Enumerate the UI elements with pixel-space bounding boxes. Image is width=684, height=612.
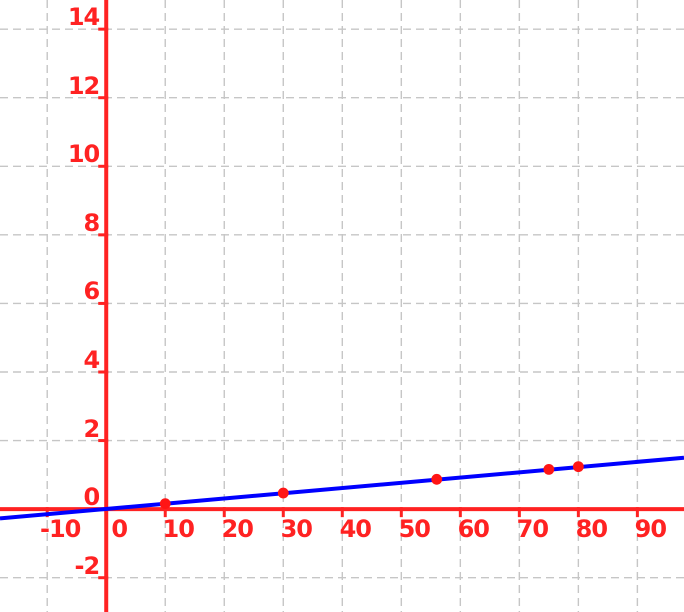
y-tick-label: 14 bbox=[67, 3, 100, 32]
x-tick-label: 60 bbox=[457, 515, 490, 544]
x-tick-label: 80 bbox=[575, 515, 608, 544]
x-tick-label: 70 bbox=[516, 515, 549, 544]
x-tick-label: -10 bbox=[40, 515, 81, 544]
trend-line bbox=[0, 455, 684, 521]
y-tick-label: 12 bbox=[67, 71, 100, 100]
data-point bbox=[431, 473, 443, 485]
y-tick-label: 4 bbox=[83, 346, 101, 374]
x-tick-label: 10 bbox=[162, 515, 195, 544]
data-point bbox=[543, 463, 555, 475]
data-point bbox=[159, 498, 171, 510]
y-tick-label: 2 bbox=[83, 414, 101, 443]
x-tick-label: 90 bbox=[634, 515, 667, 544]
y-tick-label: 8 bbox=[83, 208, 101, 237]
y-tick-label: -2 bbox=[74, 551, 101, 580]
x-tick-label: 40 bbox=[339, 515, 372, 544]
y-tick-label: 10 bbox=[67, 140, 100, 169]
x-tick-label: 20 bbox=[221, 515, 254, 544]
data-point bbox=[572, 461, 584, 473]
x-tick-label: 30 bbox=[280, 515, 313, 544]
y-tick-label: 0 bbox=[83, 483, 101, 512]
data-point bbox=[277, 487, 289, 499]
x-tick-label: 50 bbox=[398, 515, 431, 544]
y-tick-label: 6 bbox=[83, 277, 101, 306]
x-tick-label: 0 bbox=[111, 515, 128, 544]
